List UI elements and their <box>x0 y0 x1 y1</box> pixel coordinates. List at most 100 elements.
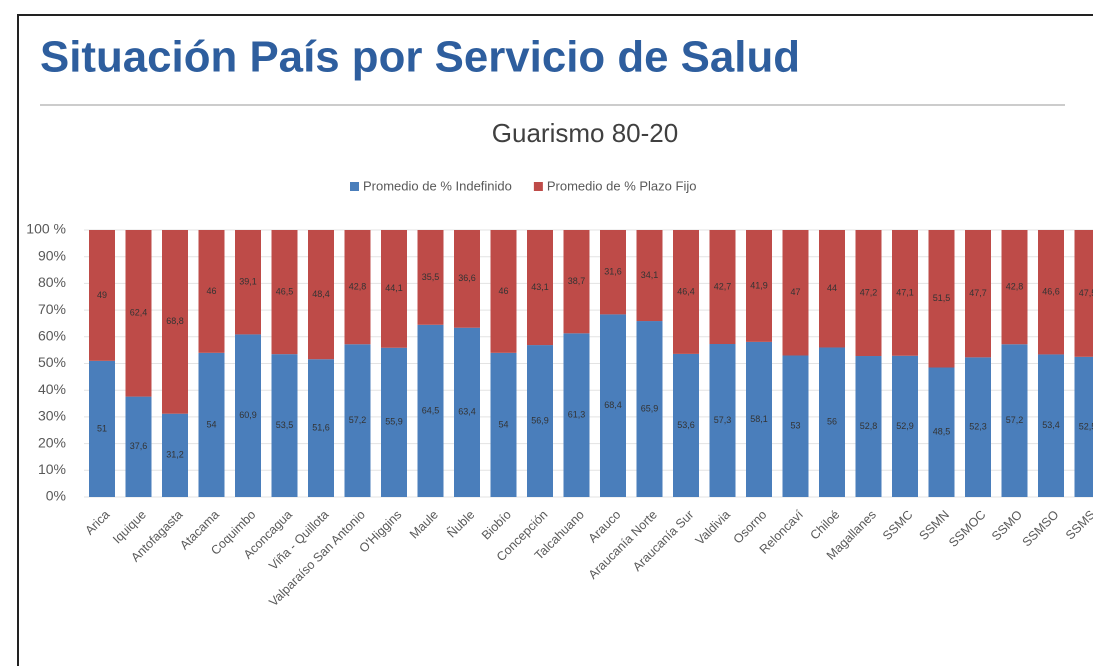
bar-segment <box>563 333 590 497</box>
data-label: 42,8 <box>349 282 367 292</box>
data-label: 56 <box>827 417 837 427</box>
data-label: 64,5 <box>422 405 440 415</box>
data-label: 51 <box>97 423 107 433</box>
bar-segment <box>855 230 882 357</box>
data-label: 52,8 <box>860 421 878 431</box>
legend-label: Promedio de % Plazo Fijo <box>547 178 697 193</box>
bar-segment <box>746 230 772 342</box>
bar-segment <box>965 357 991 497</box>
data-label: 63,4 <box>458 407 476 417</box>
bar-segment <box>344 344 371 497</box>
bar-segment <box>381 230 407 348</box>
data-label: 35,5 <box>422 272 440 282</box>
x-tick-label: Chiloé <box>807 508 842 543</box>
bar-segment <box>162 413 188 497</box>
data-label: 55,9 <box>385 417 403 427</box>
bar-segment <box>1001 344 1028 497</box>
x-tick-label: SSMOC <box>946 508 988 550</box>
bar-segment <box>746 341 772 497</box>
legend-swatch <box>533 182 543 191</box>
data-label: 46,4 <box>677 286 695 296</box>
y-tick-label: 0% <box>46 488 66 504</box>
x-tick-label: Ñuble <box>444 508 477 541</box>
data-label: 42,7 <box>714 281 732 291</box>
y-tick-label: 80% <box>38 274 66 290</box>
data-label: 68,8 <box>166 316 184 326</box>
x-tick-label: SSMS <box>1063 508 1093 543</box>
data-label: 54 <box>498 419 508 429</box>
bar-segment <box>1074 356 1093 497</box>
data-label: 34,1 <box>641 270 659 280</box>
data-label: 46,5 <box>276 286 294 296</box>
data-label: 52,3 <box>969 422 987 432</box>
bar-segment <box>1074 230 1093 357</box>
bar-segment <box>563 230 590 334</box>
data-label: 53,4 <box>1042 420 1060 430</box>
bar-segment <box>782 355 809 497</box>
bar-segment <box>454 230 480 328</box>
bar-segment <box>709 230 736 345</box>
bar-segment <box>600 230 626 315</box>
data-label: 52,5 <box>1079 421 1093 431</box>
data-label: 46 <box>206 286 216 296</box>
bar-segment <box>198 230 225 353</box>
data-label: 56,9 <box>531 415 549 425</box>
legend: Promedio de % Indefinido Promedio de % Pl… <box>350 178 696 193</box>
chart-title: Guarismo 80-20 <box>492 118 678 148</box>
data-label: 36,6 <box>458 273 476 283</box>
bar-segment <box>1001 230 1028 345</box>
legend-swatch <box>350 182 359 191</box>
bar-segment <box>527 230 553 346</box>
data-label: 51,5 <box>933 293 951 303</box>
bar-segment <box>235 230 261 335</box>
y-tick-label: 100 % <box>26 221 66 237</box>
bar-segment <box>928 230 955 368</box>
x-tick-label: SSMC <box>880 508 915 543</box>
data-label: 39,1 <box>239 277 257 287</box>
bar-segment <box>89 360 115 497</box>
bar-segment <box>89 230 115 361</box>
data-label: 65,9 <box>641 403 659 413</box>
data-label: 57,2 <box>349 415 367 425</box>
bar-segment <box>527 345 553 497</box>
bar-segment <box>235 334 261 497</box>
bar-segment <box>636 230 663 322</box>
data-label: 60,9 <box>239 410 257 420</box>
y-tick-label: 10% <box>38 461 66 477</box>
bar-segment <box>819 230 845 348</box>
data-label: 47,7 <box>969 288 987 298</box>
y-tick-label: 20% <box>38 434 66 450</box>
data-label: 48,4 <box>312 289 330 299</box>
data-label: 58,1 <box>750 414 768 424</box>
y-tick-label: 30% <box>38 408 66 424</box>
x-tick-label: Biobío <box>479 508 514 543</box>
bar-segment <box>600 314 626 497</box>
data-label: 49 <box>97 290 107 300</box>
bar-segment <box>198 352 225 497</box>
bar-segment <box>162 230 188 414</box>
data-label: 47,2 <box>860 287 878 297</box>
data-label: 47,1 <box>896 287 914 297</box>
data-label: 53,6 <box>677 420 695 430</box>
data-label: 37,6 <box>130 441 148 451</box>
bar-segment <box>271 230 298 355</box>
data-label: 47 <box>790 287 800 297</box>
bar-segment <box>636 321 663 497</box>
y-tick-label: 90% <box>38 247 66 263</box>
data-label: 46,6 <box>1042 287 1060 297</box>
y-tick-label: 50% <box>38 354 66 370</box>
bar-segment <box>454 327 480 497</box>
slide-border <box>17 14 1093 666</box>
x-tick-label: Arica <box>82 508 112 538</box>
data-label: 61,3 <box>568 410 586 420</box>
bar-segment <box>1038 354 1064 497</box>
bar-segment <box>381 347 407 497</box>
data-label: 51,6 <box>312 422 330 432</box>
bar-segment <box>125 230 152 397</box>
bar-segment <box>490 352 517 497</box>
bar-segment <box>782 230 809 356</box>
data-label: 54 <box>206 419 216 429</box>
bar-segment <box>673 230 699 354</box>
data-label: 43,1 <box>531 282 549 292</box>
